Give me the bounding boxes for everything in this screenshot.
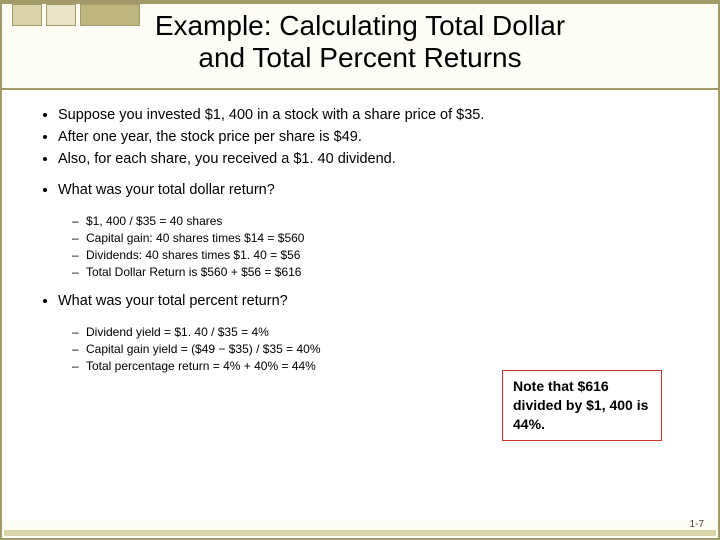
slide-content: Suppose you invested $1, 400 in a stock … <box>2 90 718 520</box>
answer-1-item: Capital gain: 40 shares times $14 = $560 <box>72 230 684 246</box>
answer-2-list: Dividend yield = $1. 40 / $35 = 4% Capit… <box>36 324 684 375</box>
page-number: 1-7 <box>690 519 704 530</box>
question-1: What was your total dollar return? <box>58 181 684 201</box>
deco-block-2 <box>46 4 76 26</box>
answer-1-item: $1, 400 / $35 = 40 shares <box>72 213 684 229</box>
answer-2-item: Dividend yield = $1. 40 / $35 = 4% <box>72 324 684 340</box>
answer-1-item: Dividends: 40 shares times $1. 40 = $56 <box>72 247 684 263</box>
deco-block-1 <box>12 4 42 26</box>
setup-item: Also, for each share, you received a $1.… <box>58 150 684 170</box>
note-box: Note that $616 divided by $1, 400 is 44%… <box>502 370 662 441</box>
title-line-1: Example: Calculating Total Dollar <box>155 10 565 41</box>
deco-block-3 <box>80 4 140 26</box>
top-decoration <box>2 4 140 28</box>
answer-2-item: Capital gain yield = ($49 − $35) / $35 =… <box>72 341 684 357</box>
question-2: What was your total percent return? <box>58 292 684 312</box>
setup-item: Suppose you invested $1, 400 in a stock … <box>58 106 684 126</box>
slide-frame: Example: Calculating Total Dollar and To… <box>0 0 720 540</box>
setup-list: Suppose you invested $1, 400 in a stock … <box>36 106 684 169</box>
answer-1-item: Total Dollar Return is $560 + $56 = $616 <box>72 264 684 280</box>
question-2-list: What was your total percent return? <box>36 292 684 312</box>
answer-1-list: $1, 400 / $35 = 40 shares Capital gain: … <box>36 213 684 281</box>
question-1-list: What was your total dollar return? <box>36 181 684 201</box>
bottom-bar <box>4 530 716 536</box>
title-line-2: and Total Percent Returns <box>198 42 521 73</box>
setup-item: After one year, the stock price per shar… <box>58 128 684 148</box>
note-text: Note that $616 divided by $1, 400 is 44%… <box>513 378 648 432</box>
